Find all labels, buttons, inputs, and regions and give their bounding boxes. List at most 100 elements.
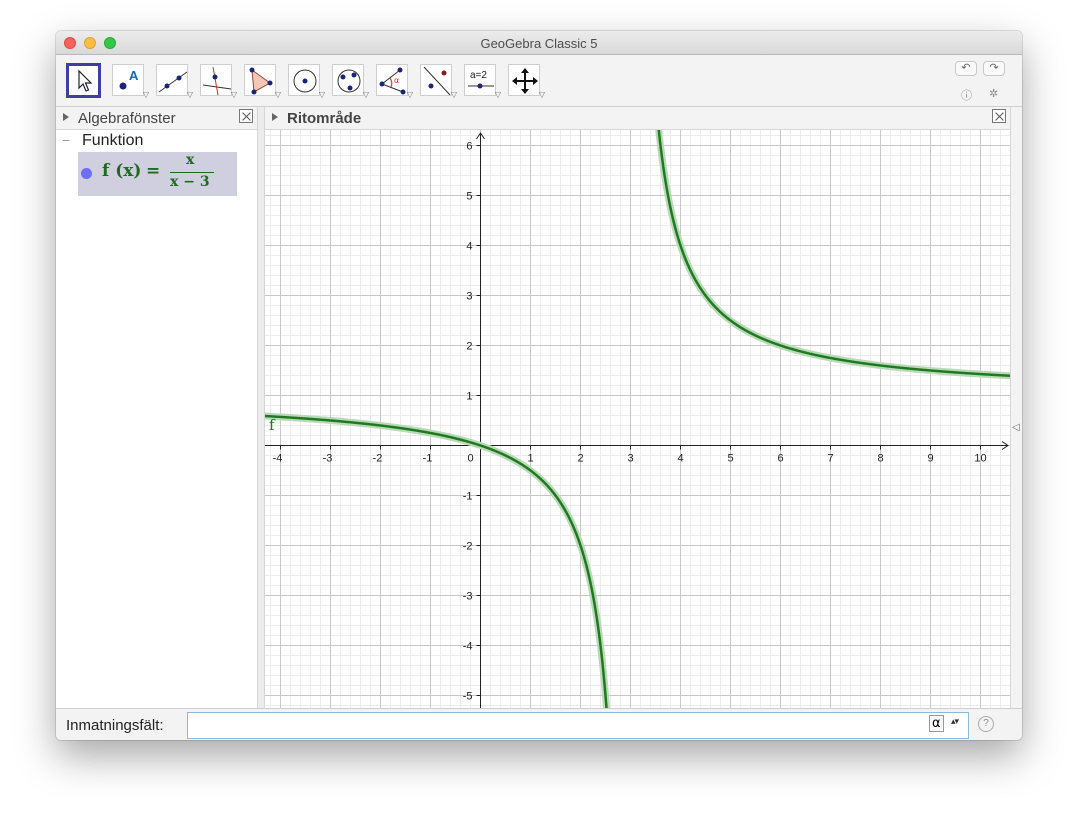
input-help-icon[interactable]: ? <box>978 716 994 732</box>
slider-icon: a=2 <box>468 70 494 89</box>
close-graphics-icon[interactable] <box>992 109 1006 123</box>
gear-icon[interactable]: ✲ <box>989 88 999 100</box>
help-icon[interactable]: ⓘ <box>961 90 972 102</box>
tool-point[interactable]: A ▽ <box>112 64 149 99</box>
close-algebra-icon[interactable] <box>239 109 253 123</box>
x-tick-label: 4 <box>677 453 683 465</box>
x-tick-label: 0 <box>467 453 473 465</box>
reflect-icon <box>423 66 451 96</box>
expand-left-icon[interactable]: ◁ <box>1012 422 1020 433</box>
expand-arrow-icon[interactable] <box>63 113 69 121</box>
y-tick-label: 2 <box>466 341 472 353</box>
algebra-header: Algebrafönster <box>56 107 257 130</box>
input-field[interactable] <box>187 712 969 739</box>
y-tick-label: -2 <box>463 541 473 553</box>
dropdown-triangle-icon: ▽ <box>450 90 457 99</box>
tool-move[interactable] <box>66 63 101 98</box>
function-numerator: x <box>186 152 195 168</box>
graphics-title: Ritområde <box>287 110 362 127</box>
x-tick-label: -4 <box>273 453 283 465</box>
alpha-symbol-button[interactable]: α <box>929 715 944 732</box>
input-label: Inmatningsfält: <box>66 717 164 734</box>
svg-text:A: A <box>129 68 139 83</box>
dropdown-triangle-icon: ▽ <box>230 90 237 99</box>
function-curve <box>653 86 1021 378</box>
dropdown-triangle-icon: ▽ <box>186 90 193 99</box>
graphics-view[interactable]: -4 -3 -2 -1 0 1 2 3 4 5 6 7 8 9 10 -5 -4 -3 -2 -1 1 2 3 4 5 6 f <box>252 82 1022 740</box>
panel-splitter[interactable] <box>257 107 265 708</box>
algebra-view: − Funktion f (x) = x x − 3 <box>56 130 257 708</box>
circle-center-icon <box>293 69 317 93</box>
dropdown-triangle-icon: ▽ <box>318 90 325 99</box>
x-tick-label: 3 <box>627 453 633 465</box>
geogebra-window: GeoGebra Classic 5 A ▽ ▽ ▽ ▽ ▽ ▽ <box>56 31 1022 740</box>
polygon-icon <box>249 67 273 95</box>
function-entry[interactable]: f (x) = x x − 3 <box>78 152 237 196</box>
function-curve <box>255 414 610 740</box>
x-tick-label: 2 <box>577 453 583 465</box>
tool-perpendicular[interactable]: ▽ <box>200 64 237 99</box>
visibility-dot-icon[interactable] <box>81 168 92 179</box>
dropdown-triangle-icon: ▽ <box>362 90 369 99</box>
tool-circle-three-points[interactable]: ▽ <box>332 64 369 99</box>
redo-icon[interactable]: ↷ <box>983 61 1005 76</box>
angle-icon: α <box>379 67 406 95</box>
svg-text:a=2: a=2 <box>470 70 487 81</box>
expand-arrow-icon[interactable] <box>272 113 278 121</box>
curve-label: f <box>269 416 276 434</box>
x-tick-label: 7 <box>827 453 833 465</box>
function-lhs: f (x) <box>102 161 142 181</box>
y-tick-label: -5 <box>463 691 473 703</box>
curve-highlight <box>252 412 613 740</box>
point-icon: A <box>119 68 139 90</box>
x-tick-label: -1 <box>423 453 433 465</box>
title-bar: GeoGebra Classic 5 <box>56 31 1022 55</box>
x-tick-label: 1 <box>527 453 533 465</box>
tool-line[interactable]: ▽ <box>156 64 193 99</box>
undo-icon[interactable]: ↶ <box>955 61 977 76</box>
dropdown-triangle-icon: ▽ <box>538 90 545 99</box>
cursor-arrow-icon <box>78 69 93 92</box>
tool-circle-center[interactable]: ▽ <box>288 64 325 99</box>
y-tick-label: -4 <box>463 641 473 653</box>
tool-angle[interactable]: α ▽ <box>376 64 413 99</box>
tool-polygon[interactable]: ▽ <box>244 64 281 99</box>
x-tick-label: 8 <box>877 453 883 465</box>
history-spinner-icon[interactable]: ▴▾ <box>951 716 959 726</box>
dropdown-triangle-icon: ▽ <box>494 90 501 99</box>
y-tick-label: 3 <box>466 291 472 303</box>
maximize-window-button[interactable] <box>104 37 116 49</box>
curve-highlight <box>651 82 1022 380</box>
collapse-icon[interactable]: − <box>62 132 71 148</box>
circle-three-points-icon <box>337 69 361 93</box>
x-tick-label: 10 <box>974 453 986 465</box>
graphics-header: Ritområde <box>265 107 1010 130</box>
move-arrows-icon <box>512 68 538 94</box>
dropdown-triangle-icon: ▽ <box>142 90 149 99</box>
tool-slider[interactable]: a=2 ▽ <box>464 64 501 99</box>
group-label: Funktion <box>82 132 144 149</box>
x-tick-label: 9 <box>927 453 933 465</box>
y-tick-label: 1 <box>466 391 472 403</box>
fraction-bar <box>170 172 214 173</box>
function-denominator: x − 3 <box>170 174 210 190</box>
close-window-button[interactable] <box>64 37 76 49</box>
y-tick-label: -1 <box>463 491 473 503</box>
x-tick-label: 5 <box>727 453 733 465</box>
tool-reflect[interactable]: ▽ <box>420 64 457 99</box>
plot-area[interactable]: -4 -3 -2 -1 0 1 2 3 4 5 6 7 8 9 10 -5 -4 -3 -2 -1 1 2 3 4 5 6 f <box>252 82 1022 740</box>
function-equals: = <box>146 161 161 181</box>
tool-move-graphics[interactable]: ▽ <box>508 64 545 99</box>
toolbar: A ▽ ▽ ▽ ▽ ▽ ▽ α ▽ ▽ <box>56 55 1022 107</box>
minimize-window-button[interactable] <box>84 37 96 49</box>
perpendicular-line-icon <box>202 66 232 96</box>
line-icon <box>158 71 188 93</box>
y-tick-label: 5 <box>466 191 472 203</box>
x-axis-arrow <box>1001 441 1009 450</box>
algebra-title: Algebrafönster <box>78 110 176 127</box>
dropdown-triangle-icon: ▽ <box>274 90 281 99</box>
x-tick-label: 6 <box>777 453 783 465</box>
window-title: GeoGebra Classic 5 <box>480 36 598 51</box>
x-tick-label: -2 <box>373 453 383 465</box>
svg-text:α: α <box>394 76 399 85</box>
